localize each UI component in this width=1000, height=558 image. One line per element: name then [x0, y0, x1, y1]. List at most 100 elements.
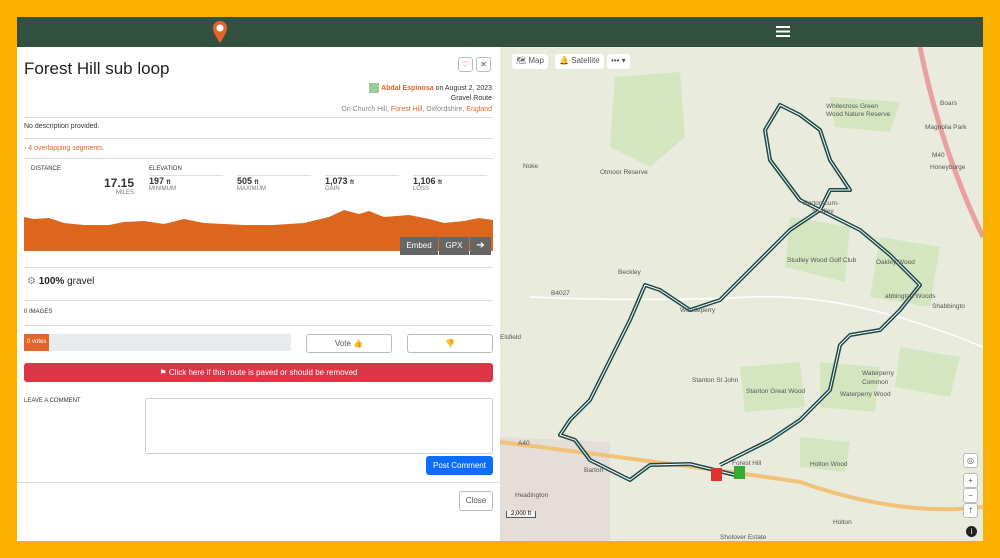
route-title: Forest Hill sub loop	[24, 59, 170, 78]
comment-label: LEAVE A COMMENT	[24, 398, 81, 404]
map-button[interactable]: 🗺 Map	[512, 54, 548, 69]
overlap-text: 4 overlapping segments.	[28, 145, 105, 152]
zoom-out[interactable]: −	[963, 488, 978, 503]
stat-value: 505 ft	[237, 176, 259, 186]
overlap-link[interactable]: › 4 overlapping segments.	[24, 145, 105, 152]
gpx-button[interactable]: GPX	[439, 237, 469, 255]
stat-number: 1,106	[413, 176, 436, 186]
map-label: Whitecross Green	[826, 103, 878, 110]
stat-number: 197	[149, 176, 165, 186]
vote-up[interactable]: Vote 👍	[306, 334, 392, 353]
stat-number: 505	[237, 176, 253, 186]
map-label: Honeyburge	[930, 164, 966, 171]
map-label: Stanton Great Wood	[746, 388, 806, 395]
more-button[interactable]: ••• ▾	[607, 54, 630, 69]
like-button[interactable]: ♡	[458, 57, 473, 72]
stat-label: MAXIMUM	[237, 186, 266, 192]
map-label: Holton	[833, 519, 852, 526]
map-control: Satellite	[571, 56, 600, 65]
stat-label: MINIMUM	[149, 186, 176, 192]
map-label: Beckley	[618, 269, 642, 276]
map-label: Horton-cum-	[803, 200, 839, 207]
location-link[interactable]: England	[466, 106, 492, 113]
divider	[17, 482, 500, 483]
motorway	[917, 47, 983, 239]
stat-unit: ft	[254, 180, 259, 186]
map-label: Noke	[523, 163, 539, 170]
menu-icon[interactable]	[776, 25, 790, 38]
map-label: A40	[518, 440, 530, 447]
divider	[24, 138, 493, 139]
votes: 0 votes	[24, 334, 49, 351]
avatar	[369, 83, 380, 93]
embed-button[interactable]: Embed	[400, 237, 438, 255]
stat-unit: ft	[350, 180, 355, 186]
location-link[interactable]: Forest Hill	[390, 106, 423, 113]
distance-unit: MILES	[115, 190, 134, 196]
stat-value: 1,106 ft	[413, 176, 442, 186]
close-button[interactable]: Close	[459, 491, 493, 511]
map-label: Magnolia Park	[925, 124, 967, 131]
stat-label: DISTANCE	[31, 166, 61, 172]
close-x[interactable]: ✕	[476, 57, 491, 72]
arrow-button[interactable]: ➔	[470, 237, 491, 255]
stat-number: 1,073	[325, 176, 348, 186]
author[interactable]: Abdal Espinosa	[381, 84, 434, 92]
road	[529, 295, 983, 348]
stat-unit: ft	[166, 180, 171, 186]
map-control: Map	[528, 56, 544, 65]
stat-value: 197 ft	[149, 176, 171, 186]
elevation-profile	[24, 210, 493, 251]
route-type: Gravel Route	[450, 95, 492, 102]
map-label: Waterperry	[862, 370, 895, 377]
scale-bar: 2,000 ft	[506, 511, 537, 518]
surface: ⚙ 100% gravel	[27, 276, 95, 287]
compass[interactable]: ⭡	[963, 503, 978, 518]
map-label: Elsfield	[500, 334, 521, 341]
surface-label: gravel	[67, 276, 95, 287]
map-label: Studley Wood Golf Club	[787, 257, 857, 264]
map-label: Holton Wood	[810, 461, 848, 468]
header	[17, 17, 983, 47]
map-label: Barton	[584, 467, 604, 474]
images-count: 0 IMAGES	[24, 309, 53, 315]
location: On Church Hill, Forest Hill, Oxfordshire…	[341, 106, 492, 113]
divider	[24, 117, 493, 118]
map-label: Shabbingto	[932, 303, 965, 310]
location-prefix: On Church Hill,	[341, 106, 389, 113]
map-label: Wood Nature Reserve	[826, 111, 891, 118]
map-label: Oakley Wood	[876, 259, 915, 266]
map[interactable]: Whitecross Green Wood Nature Reserve Otmoo…	[500, 47, 983, 541]
map-label: M40	[932, 152, 945, 159]
stat-label: LOSS	[413, 186, 430, 192]
report-button[interactable]: ⚑ Click here if this route is paved or s…	[24, 363, 493, 382]
info-button[interactable]: i	[966, 526, 977, 537]
vote-down[interactable]: 👎	[407, 334, 493, 353]
locate-button[interactable]: ◎	[963, 453, 978, 468]
divider	[24, 325, 493, 326]
stat-underline	[325, 175, 399, 176]
stat-label: ELEVATION	[149, 166, 182, 172]
divider	[24, 267, 493, 268]
post-button[interactable]: Post Comment	[426, 456, 493, 475]
divider	[24, 158, 493, 159]
zoom-in[interactable]: +	[963, 473, 978, 488]
stat-underline	[413, 175, 487, 176]
route-line	[558, 103, 922, 482]
stat-underline	[237, 175, 311, 176]
comment-box[interactable]	[145, 398, 493, 454]
map-label: Waterperry Wood	[840, 391, 891, 398]
map-label: Forest Hill	[732, 460, 762, 467]
stat-underline	[149, 175, 223, 176]
location-mid: , Oxfordshire,	[422, 106, 465, 113]
map-label: B4027	[551, 290, 570, 297]
end-marker	[711, 468, 722, 481]
vote-bar: 0 votes	[24, 334, 291, 351]
divider	[24, 300, 493, 301]
map-label: Headington	[515, 492, 549, 499]
map-label: Shotover Estate	[720, 534, 767, 541]
logo[interactable]	[212, 20, 228, 44]
route-line-inner	[559, 104, 921, 481]
satellite-button[interactable]: 🔔 Satellite	[555, 54, 604, 69]
